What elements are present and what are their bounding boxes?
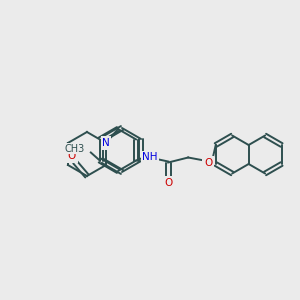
Text: N: N [102,138,110,148]
Text: NH: NH [142,152,158,163]
Text: NH: NH [142,152,158,163]
Text: O: O [164,178,172,188]
Text: O: O [68,151,76,161]
Text: O: O [204,158,212,167]
Text: O: O [164,178,172,188]
Text: O: O [204,158,212,167]
Text: CH3: CH3 [64,143,85,154]
Text: O: O [68,151,76,161]
Text: N: N [102,138,110,148]
